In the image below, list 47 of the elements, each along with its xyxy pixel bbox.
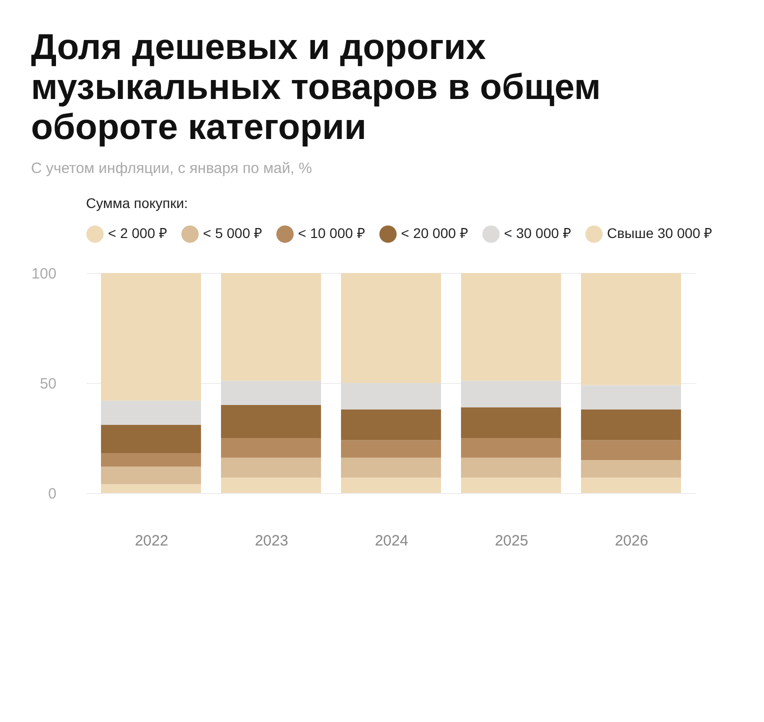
y-tick-label: 0 (48, 486, 56, 502)
bar (581, 409, 681, 440)
x-tick-label: 2024 (374, 532, 408, 550)
y-tick-label: 50 (40, 376, 56, 392)
x-tick-label: 2025 (494, 532, 528, 550)
bar (581, 440, 681, 460)
bar (221, 380, 321, 405)
bar (581, 478, 681, 493)
bar (461, 407, 561, 438)
bar (341, 273, 441, 383)
legend-label: Свыше 30 000 ₽ (607, 225, 712, 242)
x-tick-label: 2023 (254, 532, 288, 550)
bar (341, 440, 441, 458)
bar (461, 458, 561, 478)
bar (341, 478, 441, 493)
bar (581, 385, 681, 410)
bar (581, 460, 681, 478)
bar (341, 383, 441, 410)
legend-label: < 30 000 ₽ (504, 225, 571, 242)
bar (221, 438, 321, 458)
bar (101, 400, 201, 425)
chart-subtitle: С учетом инфляции, с января по май, % (30, 160, 312, 177)
legend-label: < 20 000 ₽ (401, 225, 468, 242)
bar (101, 484, 201, 493)
bar (101, 424, 201, 454)
bar (581, 273, 681, 386)
bar (101, 466, 201, 484)
bar (221, 478, 321, 493)
y-tick-label: 100 (31, 266, 56, 282)
chart-title: Доля дешевых и дорогих музыкальных товаров в общем обороте категории (30, 26, 601, 147)
bar (461, 273, 561, 381)
x-tick-label: 2026 (614, 532, 648, 550)
bar (341, 409, 441, 440)
legend-title: Сумма покупки: (86, 195, 188, 211)
bar (101, 273, 201, 401)
bar (221, 458, 321, 478)
bar (221, 405, 321, 438)
legend-label: < 5 000 ₽ (203, 225, 262, 242)
legend-label: < 10 000 ₽ (298, 225, 365, 242)
bar (341, 458, 441, 478)
bar (101, 453, 201, 467)
legend-label: < 2 000 ₽ (108, 225, 167, 242)
bar (461, 478, 561, 493)
bar (221, 273, 321, 381)
bar (461, 380, 561, 408)
bar (461, 438, 561, 458)
x-tick-label: 2022 (134, 532, 168, 550)
